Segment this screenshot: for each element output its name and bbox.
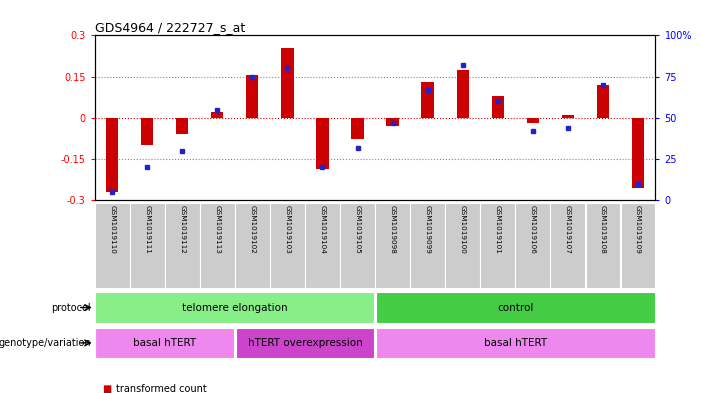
Text: ■: ■ — [102, 384, 111, 393]
Text: GSM1019112: GSM1019112 — [179, 205, 185, 254]
Bar — [386, 118, 399, 126]
Bar — [246, 75, 259, 118]
Bar — [410, 203, 445, 288]
Bar — [445, 203, 480, 288]
Bar — [351, 118, 364, 138]
Bar — [421, 82, 434, 118]
Bar — [141, 118, 154, 145]
Bar — [95, 328, 234, 358]
Text: GSM1019107: GSM1019107 — [565, 205, 571, 254]
Bar — [585, 203, 620, 288]
Bar — [305, 203, 340, 288]
Text: GSM1019106: GSM1019106 — [530, 205, 536, 254]
Text: GSM1019105: GSM1019105 — [355, 205, 360, 254]
Text: transformed count: transformed count — [116, 384, 206, 393]
Bar — [95, 292, 374, 323]
Text: GSM1019099: GSM1019099 — [425, 205, 430, 254]
Text: GSM1019111: GSM1019111 — [144, 205, 150, 254]
Bar — [106, 118, 118, 192]
Text: GSM1019109: GSM1019109 — [635, 205, 641, 254]
Text: GDS4964 / 222727_s_at: GDS4964 / 222727_s_at — [95, 21, 245, 34]
Bar — [456, 70, 469, 118]
Bar — [200, 203, 235, 288]
Bar — [316, 118, 329, 169]
Text: basal hTERT: basal hTERT — [133, 338, 196, 348]
Text: hTERT overexpression: hTERT overexpression — [247, 338, 362, 348]
Bar — [491, 96, 504, 118]
Text: GSM1019110: GSM1019110 — [109, 205, 115, 254]
Bar — [270, 203, 305, 288]
Bar — [236, 328, 374, 358]
Text: GSM1019102: GSM1019102 — [250, 205, 255, 254]
Bar — [281, 48, 294, 118]
Text: telomere elongation: telomere elongation — [182, 303, 287, 312]
Bar — [375, 203, 410, 288]
Text: GSM1019113: GSM1019113 — [215, 205, 220, 254]
Bar — [376, 292, 655, 323]
Bar — [376, 328, 655, 358]
Bar — [632, 118, 644, 188]
Text: protocol: protocol — [51, 303, 91, 312]
Text: basal hTERT: basal hTERT — [484, 338, 547, 348]
Text: GSM1019101: GSM1019101 — [495, 205, 501, 254]
Bar — [211, 112, 224, 118]
Bar — [235, 203, 270, 288]
Bar — [597, 85, 609, 118]
Bar — [130, 203, 165, 288]
Bar — [526, 118, 539, 123]
Text: control: control — [497, 303, 533, 312]
Text: GSM1019100: GSM1019100 — [460, 205, 465, 254]
Bar — [515, 203, 550, 288]
Bar — [165, 203, 200, 288]
Text: GSM1019104: GSM1019104 — [320, 205, 325, 254]
Text: GSM1019108: GSM1019108 — [600, 205, 606, 254]
Bar — [340, 203, 375, 288]
Bar — [480, 203, 515, 288]
Bar — [562, 115, 574, 118]
Bar — [95, 203, 130, 288]
Bar — [176, 118, 189, 134]
Bar — [620, 203, 655, 288]
Text: genotype/variation: genotype/variation — [0, 338, 91, 348]
Bar — [550, 203, 585, 288]
Text: GSM1019103: GSM1019103 — [285, 205, 290, 254]
Text: GSM1019098: GSM1019098 — [390, 205, 395, 254]
